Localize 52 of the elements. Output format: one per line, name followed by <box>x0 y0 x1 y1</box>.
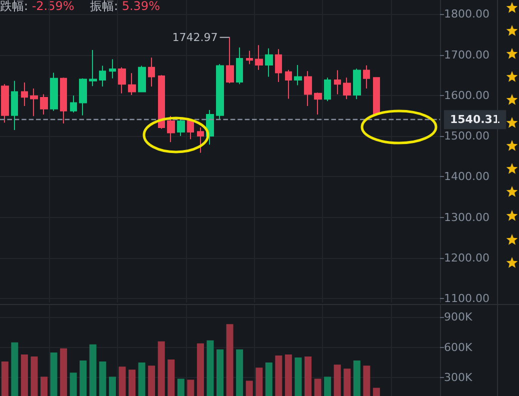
y-tick-label: 1300.00 <box>444 210 490 224</box>
candlestick <box>216 64 224 120</box>
annotation: 振幅: 5.39% <box>90 0 160 13</box>
candlestick <box>158 74 165 130</box>
candlestick <box>363 64 370 90</box>
y-tick-label: 1200.00 <box>444 251 490 264</box>
y-tick-label: 1800.00 <box>444 8 490 21</box>
y-tick-label: 1700.00 <box>444 48 490 62</box>
candlestick <box>275 48 282 83</box>
candlestick <box>197 127 204 154</box>
y-tick-label: 300K <box>444 371 473 384</box>
candlestick <box>373 77 380 115</box>
candlestick <box>60 77 67 124</box>
candlestick <box>226 36 234 84</box>
candlestick <box>187 119 194 140</box>
candlestick <box>314 92 322 116</box>
ref-line-label: 1540.31 <box>450 113 500 126</box>
candlestick <box>79 78 87 116</box>
candlestick <box>89 49 97 87</box>
candlestick <box>255 44 263 70</box>
candlestick <box>343 77 351 100</box>
y-tick-label: 1400.00 <box>444 170 490 184</box>
candlestick <box>353 68 361 100</box>
candlestick <box>118 66 126 94</box>
candlestick <box>30 88 38 117</box>
candlestick <box>304 70 312 106</box>
annotation: 1742.97 <box>172 30 218 44</box>
candlestick <box>148 57 155 88</box>
candlestick <box>11 80 18 130</box>
candlestick <box>1 84 9 124</box>
candlestick <box>246 50 253 65</box>
y-tick-label: 1600.00 <box>444 88 490 102</box>
candlestick <box>99 65 106 88</box>
y-tick-label: 1100.00 <box>444 292 490 305</box>
candlestick <box>334 70 341 95</box>
candlestick <box>265 48 273 78</box>
candlestick <box>294 64 302 86</box>
y-tick-label: 900K <box>444 310 473 324</box>
candlestick <box>50 72 58 112</box>
candlestick <box>21 82 28 106</box>
candlestick <box>70 94 77 113</box>
candlestick <box>285 69 292 100</box>
candlestick <box>138 65 146 92</box>
candlestick <box>167 116 175 143</box>
candlestick <box>109 58 116 79</box>
candlestick <box>324 77 331 102</box>
y-tick-label: 600K <box>444 340 473 354</box>
y-tick-label: 1500.00 <box>444 130 490 143</box>
candlestick <box>40 94 48 116</box>
candlestick <box>128 72 136 96</box>
candlestick <box>236 47 243 85</box>
candlestick <box>177 118 185 137</box>
